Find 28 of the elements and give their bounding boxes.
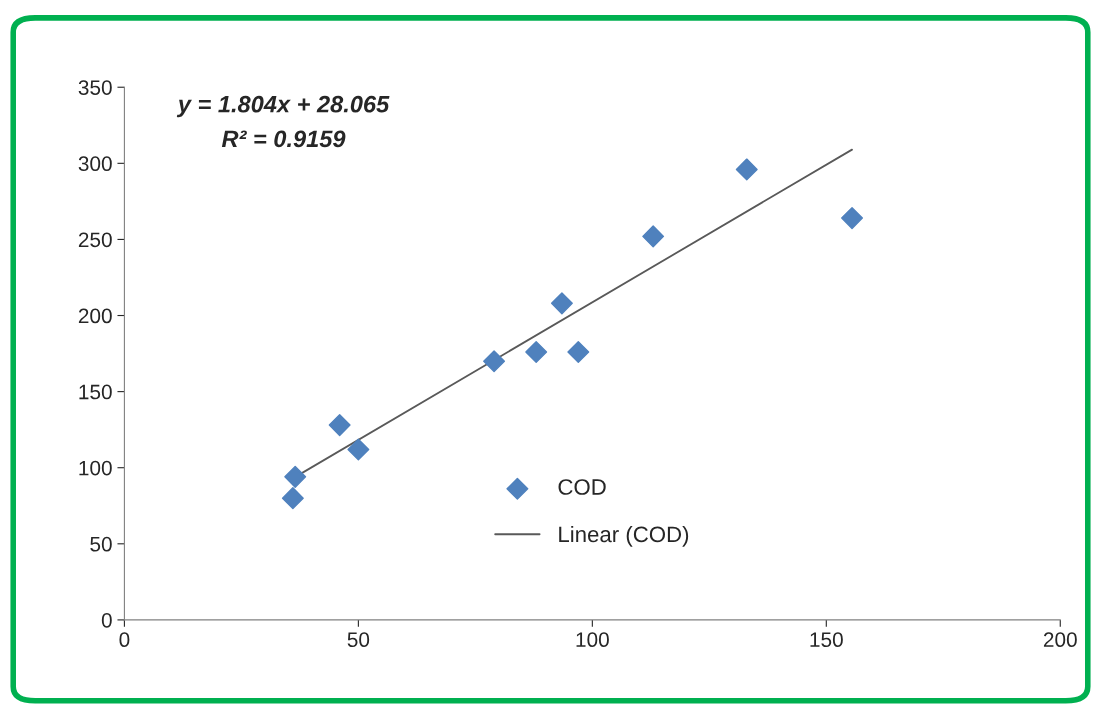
legend-label: Linear (COD) <box>559 525 689 547</box>
point <box>735 158 758 181</box>
point <box>525 341 548 364</box>
point <box>347 438 370 461</box>
x-tick-label: 200 <box>1043 632 1077 648</box>
legend-label: COD <box>558 479 606 495</box>
y-tick-label: 200 <box>78 308 112 324</box>
point <box>281 487 304 510</box>
y-tick-label: 250 <box>78 232 112 248</box>
y-tick-label: 100 <box>79 460 112 476</box>
point <box>841 207 864 230</box>
point <box>642 225 665 248</box>
point <box>483 350 506 373</box>
x-tick-label: 0 <box>119 632 130 648</box>
y-tick-label: 50 <box>90 536 112 552</box>
y-tick-label: 150 <box>79 384 112 400</box>
annotation: R² = 0.9159 <box>221 130 346 148</box>
y-tick-label: 300 <box>78 156 112 172</box>
point <box>284 465 307 488</box>
point <box>550 292 573 315</box>
point <box>328 414 351 437</box>
y-tick-label: 0 <box>101 612 112 628</box>
y-tick-label: 350 <box>78 80 112 95</box>
x-tick-label: 50 <box>347 632 370 648</box>
annotation: y = 1.804x + 28.065 <box>176 95 390 118</box>
x-tick-label: 150 <box>810 632 843 648</box>
x-tick-label: 100 <box>576 632 609 648</box>
point <box>567 341 590 364</box>
